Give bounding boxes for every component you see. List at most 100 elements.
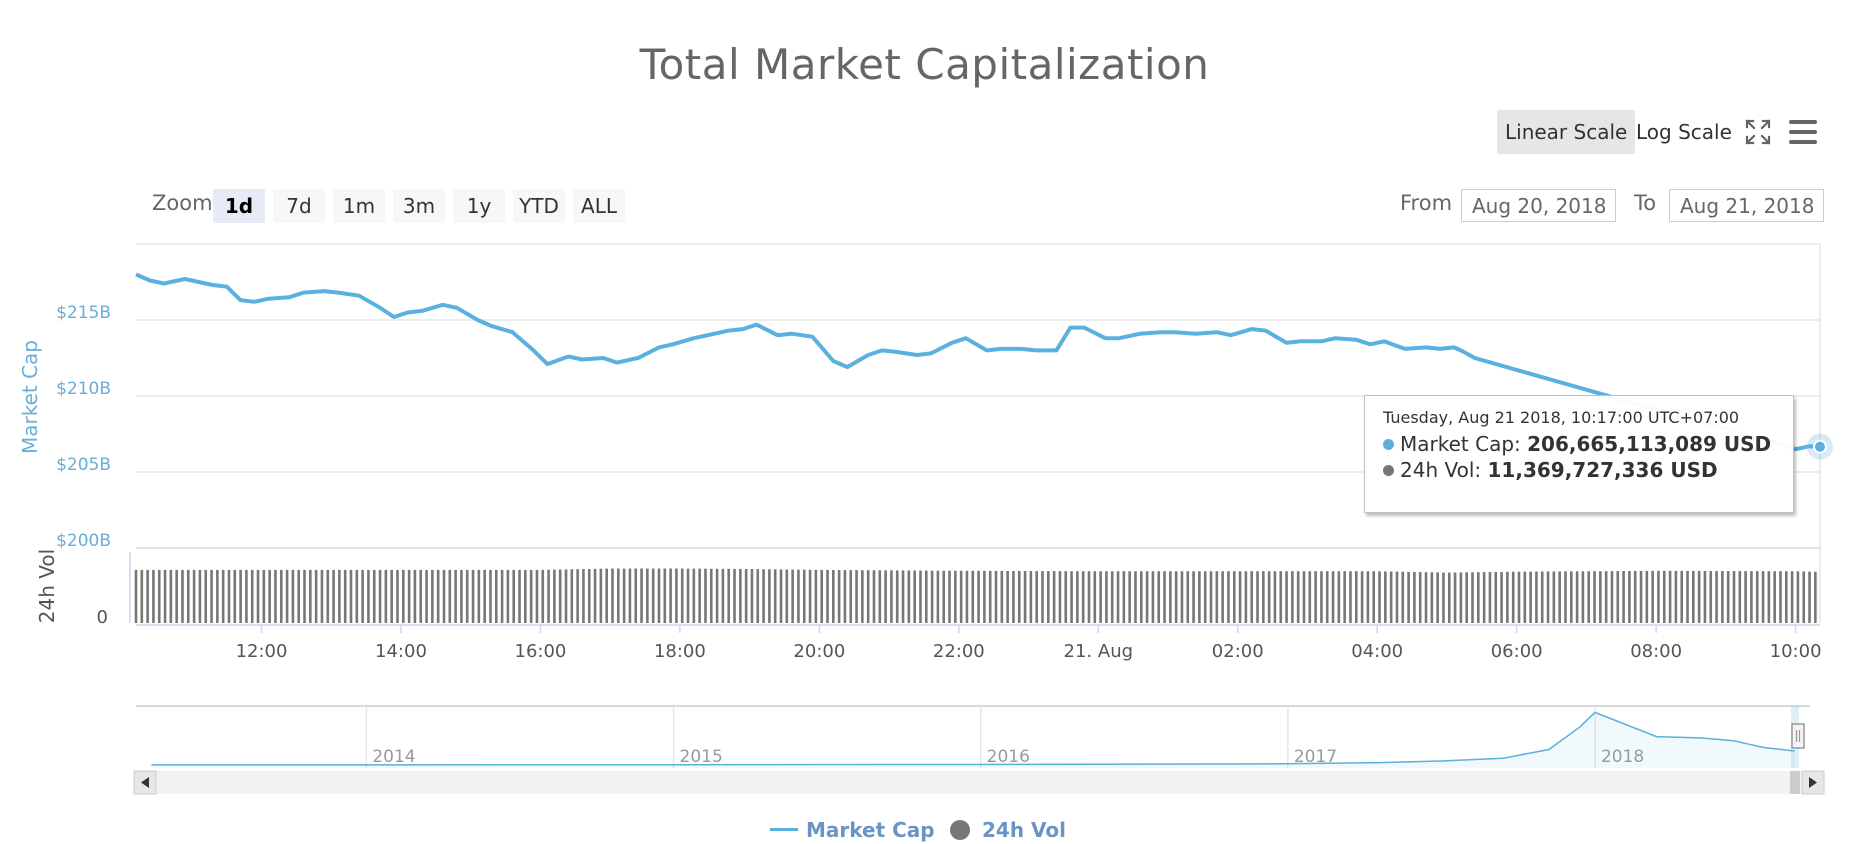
volume-bar	[820, 569, 823, 623]
navigator-handle[interactable]	[1791, 723, 1805, 749]
zoom-all-button[interactable]: ALL	[573, 189, 625, 223]
navigator-year-label: 2014	[372, 747, 415, 767]
volume-bar	[1593, 571, 1596, 623]
volume-bar	[553, 569, 556, 623]
volume-bar	[274, 569, 277, 623]
volume-bar	[1064, 571, 1068, 623]
volume-bar	[448, 569, 452, 623]
zoom-1y-button[interactable]: 1y	[453, 189, 505, 223]
x-tick-label: 14:00	[375, 641, 427, 662]
volume-bar	[1564, 571, 1567, 623]
legend-market-cap-label: Market Cap	[806, 818, 935, 842]
zoom-3m-button[interactable]: 3m	[393, 189, 445, 223]
volume-bar	[1767, 571, 1771, 623]
volume-bar	[657, 568, 661, 623]
volume-bar	[1616, 571, 1620, 623]
volume-bar	[582, 569, 585, 623]
volume-bar	[1657, 570, 1660, 623]
legend-item-market-cap[interactable]: Market Cap	[770, 818, 935, 842]
volume-bar	[1575, 571, 1579, 623]
legend-item-24h-vol[interactable]: 24h Vol	[950, 818, 1066, 842]
volume-bar	[1587, 571, 1591, 623]
volume-bar	[372, 569, 376, 623]
volume-bar	[210, 569, 213, 623]
volume-bar	[1610, 571, 1614, 623]
volume-bar	[1134, 571, 1137, 623]
x-tick-label: 22:00	[933, 641, 985, 662]
volume-bar	[1628, 570, 1631, 623]
volume-bar	[1581, 571, 1585, 623]
volume-bar	[779, 569, 783, 623]
x-tick-label: 08:00	[1630, 641, 1682, 662]
volume-bar	[1163, 571, 1166, 623]
x-tick-label: 12:00	[236, 641, 288, 662]
zoom-7d-button[interactable]: 7d	[273, 189, 325, 223]
zoom-ytd-button[interactable]: YTD	[513, 189, 565, 223]
volume-bar	[233, 569, 237, 623]
volume-bar	[1349, 571, 1352, 623]
hover-point	[1813, 439, 1827, 454]
volume-bar	[1180, 571, 1184, 623]
volume-bar	[378, 569, 382, 623]
volume-bar	[1250, 571, 1253, 623]
tooltip-market-cap-value: 206,665,113,089 USD	[1527, 432, 1772, 456]
volume-bar	[1546, 571, 1550, 623]
volume-bar	[384, 569, 388, 623]
volume-bar	[1093, 571, 1097, 623]
range-from-input[interactable]	[1461, 189, 1616, 222]
volume-bar	[576, 569, 579, 623]
y-tick-label: $210B	[56, 379, 111, 399]
volume-bar	[1465, 572, 1468, 623]
volume-bar	[297, 569, 301, 623]
volume-bar	[704, 568, 707, 623]
volume-bar	[221, 569, 225, 623]
volume-bar	[355, 569, 359, 623]
scrollbar[interactable]	[133, 770, 1825, 795]
volume-bar	[413, 569, 417, 623]
volume-bar	[285, 569, 289, 623]
volume-bar	[1523, 571, 1527, 623]
volume-bar	[1012, 570, 1015, 623]
volume-bar	[1145, 571, 1149, 623]
volume-bar	[1500, 571, 1503, 623]
volume-bar	[1029, 571, 1033, 623]
volume-bar	[1686, 570, 1689, 623]
volume-bar	[1668, 570, 1672, 623]
volume-bar	[1779, 571, 1782, 623]
range-to-input[interactable]	[1669, 189, 1824, 222]
volume-bar	[1325, 571, 1329, 623]
scrollbar-track[interactable]	[134, 771, 1824, 794]
zoom-1d-button[interactable]: 1d	[213, 189, 265, 223]
linear-scale-button[interactable]: Linear Scale	[1497, 110, 1636, 154]
volume-bar	[1198, 571, 1201, 623]
volume-bar	[907, 570, 911, 623]
volume-bar	[680, 568, 684, 623]
volume-bar	[686, 568, 690, 623]
volume-bar	[1023, 571, 1027, 623]
volume-bar	[349, 569, 353, 623]
volume-bar	[1442, 572, 1445, 623]
volume-bar	[1285, 571, 1288, 623]
volume-bar	[646, 568, 649, 623]
zoom-1m-button[interactable]: 1m	[333, 189, 385, 223]
volume-bar	[994, 570, 998, 623]
log-scale-button[interactable]: Log Scale	[1636, 120, 1732, 144]
fullscreen-icon[interactable]	[1744, 118, 1772, 146]
volume-bar	[605, 568, 608, 623]
y-axis-title: Market Cap	[18, 340, 42, 454]
volume-bars	[134, 568, 1817, 623]
x-tick-label: 20:00	[793, 641, 845, 662]
volume-bar	[1529, 571, 1532, 623]
navigator-year-label: 2015	[680, 747, 723, 767]
volume-bar	[797, 569, 800, 623]
volume-bar	[256, 569, 260, 623]
volume-bar	[268, 569, 271, 623]
volume-bar	[1070, 571, 1073, 623]
volume-bar	[1773, 571, 1776, 623]
x-tick-label: 02:00	[1212, 641, 1264, 662]
scrollbar-thumb[interactable]	[1790, 771, 1800, 794]
volume-bar	[1378, 571, 1381, 623]
volume-bar	[1372, 571, 1376, 623]
menu-icon[interactable]	[1787, 117, 1819, 147]
volume-bar	[1169, 571, 1172, 623]
